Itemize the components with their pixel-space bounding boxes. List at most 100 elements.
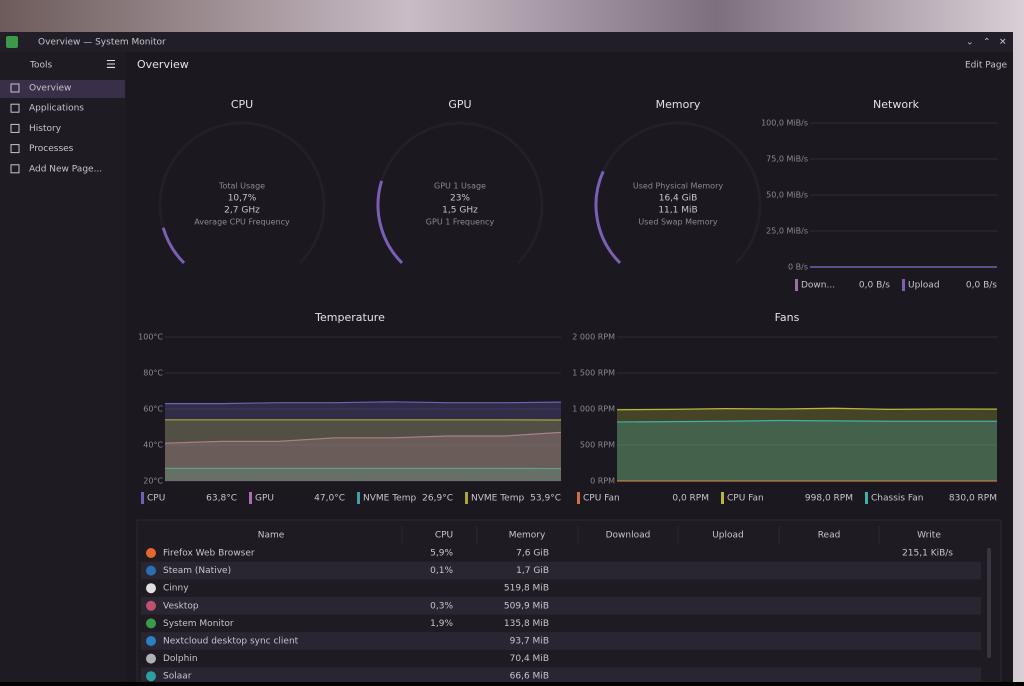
cell[interactable]: Nextcloud desktop sync client xyxy=(163,637,299,647)
legend-value: 53,9°C xyxy=(530,494,561,504)
gauge-text: Average CPU Frequency xyxy=(194,218,290,227)
legend-value: 26,9°C xyxy=(422,494,453,504)
column-header[interactable]: Memory xyxy=(509,531,546,541)
y-tick-label: 1 000 RPM xyxy=(572,405,615,414)
app-icon xyxy=(6,36,18,48)
app-icon xyxy=(146,618,156,628)
nav-item[interactable]: Processes xyxy=(29,144,74,154)
legend-name: NVME Temp xyxy=(471,494,524,504)
series-area xyxy=(617,421,997,481)
legend-value: 998,0 RPM xyxy=(805,494,853,504)
y-tick-label: 50,0 MiB/s xyxy=(766,191,808,200)
legend-swatch xyxy=(795,279,798,291)
gauge-text: Used Physical Memory xyxy=(633,182,723,191)
y-tick-label: 500 RPM xyxy=(580,441,615,450)
cell[interactable]: Solaar xyxy=(163,672,192,682)
edit-page[interactable]: Edit Page xyxy=(965,61,1008,71)
app-icon xyxy=(146,671,156,681)
legend-name: CPU xyxy=(147,494,165,504)
cell: 70,4 MiB xyxy=(510,654,549,664)
close[interactable]: ✕ xyxy=(999,38,1007,48)
page-title: Overview xyxy=(137,58,189,71)
column-header[interactable]: Upload xyxy=(712,531,744,541)
column-header[interactable]: Download xyxy=(606,531,651,541)
app-icon xyxy=(146,583,156,593)
gauge-title: Memory xyxy=(656,98,701,111)
nav-item[interactable]: Applications xyxy=(29,104,84,114)
cell[interactable]: Steam (Native) xyxy=(163,566,231,576)
gauge-text: 11,1 MiB xyxy=(658,206,697,216)
cell: 215,1 KiB/s xyxy=(902,549,953,559)
y-tick-label: 100,0 MiB/s xyxy=(761,119,808,128)
gauge-text: 2,7 GHz xyxy=(224,206,260,216)
legend-name: CPU Fan xyxy=(727,494,764,504)
column-header[interactable]: Read xyxy=(818,531,841,541)
legend-name: Chassis Fan xyxy=(871,494,924,504)
legend-swatch xyxy=(249,492,252,504)
nav-item[interactable]: Overview xyxy=(29,84,71,94)
legend-swatch xyxy=(902,279,905,291)
cell: 1,7 GiB xyxy=(516,566,549,576)
app-icon xyxy=(146,548,156,558)
y-tick-label: 20°C xyxy=(143,477,163,486)
cell: 0,3% xyxy=(430,601,453,611)
cell: 135,8 MiB xyxy=(504,619,549,629)
maximize[interactable]: ⌃ xyxy=(983,38,991,48)
cell[interactable]: Cinny xyxy=(163,584,189,594)
gauge-text: Used Swap Memory xyxy=(638,218,718,227)
y-tick-label: 60°C xyxy=(143,405,163,414)
y-tick-label: 25,0 MiB/s xyxy=(766,227,808,236)
app-icon xyxy=(146,636,156,646)
column-header[interactable]: CPU xyxy=(435,531,453,541)
cell[interactable]: System Monitor xyxy=(163,619,234,629)
y-tick-label: 1 500 RPM xyxy=(572,369,615,378)
column-header[interactable]: Write xyxy=(917,531,941,541)
gauge-title: GPU xyxy=(448,98,471,111)
legend-value: 0,0 B/s xyxy=(859,281,890,291)
legend-swatch xyxy=(141,492,144,504)
legend-swatch xyxy=(357,492,360,504)
nav-item[interactable]: History xyxy=(29,124,62,134)
gauge-text: GPU 1 Frequency xyxy=(426,218,495,227)
gauge-text: 16,4 GiB xyxy=(659,194,698,204)
cell[interactable]: Dolphin xyxy=(163,654,198,664)
y-tick-label: 0 RPM xyxy=(590,477,615,486)
tools-button[interactable]: Tools xyxy=(29,61,52,71)
cell: 519,8 MiB xyxy=(504,584,549,594)
legend-name: GPU xyxy=(255,494,274,504)
chart-title: Fans xyxy=(775,311,800,324)
column-header[interactable]: Name xyxy=(258,531,285,541)
cell: 7,6 GiB xyxy=(516,549,549,559)
nav-item[interactable]: Add New Page... xyxy=(29,164,102,174)
row-stripe xyxy=(141,597,981,615)
cell: 509,9 MiB xyxy=(504,601,549,611)
legend-swatch xyxy=(721,492,724,504)
legend-value: 0,0 B/s xyxy=(966,281,997,291)
cell: 0,1% xyxy=(430,566,453,576)
scrollbar[interactable] xyxy=(987,548,991,658)
menu-button[interactable]: ☰ xyxy=(106,58,116,71)
legend-name: Upload xyxy=(908,281,940,291)
cell[interactable]: Firefox Web Browser xyxy=(163,549,255,559)
legend-swatch xyxy=(865,492,868,504)
gauge-text: Total Usage xyxy=(218,182,265,191)
legend-name: NVME Temp xyxy=(363,494,416,504)
window-title: Overview — System Monitor xyxy=(38,38,166,48)
cell: 1,9% xyxy=(430,619,453,629)
app-icon xyxy=(146,654,156,664)
cell[interactable]: Vesktop xyxy=(163,601,199,611)
legend-swatch xyxy=(577,492,580,504)
app-icon xyxy=(146,601,156,611)
y-tick-label: 40°C xyxy=(143,441,163,450)
series-area xyxy=(165,420,561,481)
y-tick-label: 100°C xyxy=(138,333,163,342)
gauge-text: GPU 1 Usage xyxy=(434,182,486,191)
cell: 93,7 MiB xyxy=(510,637,549,647)
minimize[interactable]: ⌄ xyxy=(966,38,974,48)
y-tick-label: 0 B/s xyxy=(788,263,808,272)
y-tick-label: 80°C xyxy=(143,369,163,378)
chart-title: Network xyxy=(873,98,920,111)
legend-value: 63,8°C xyxy=(206,494,237,504)
cell: 66,6 MiB xyxy=(510,672,549,682)
